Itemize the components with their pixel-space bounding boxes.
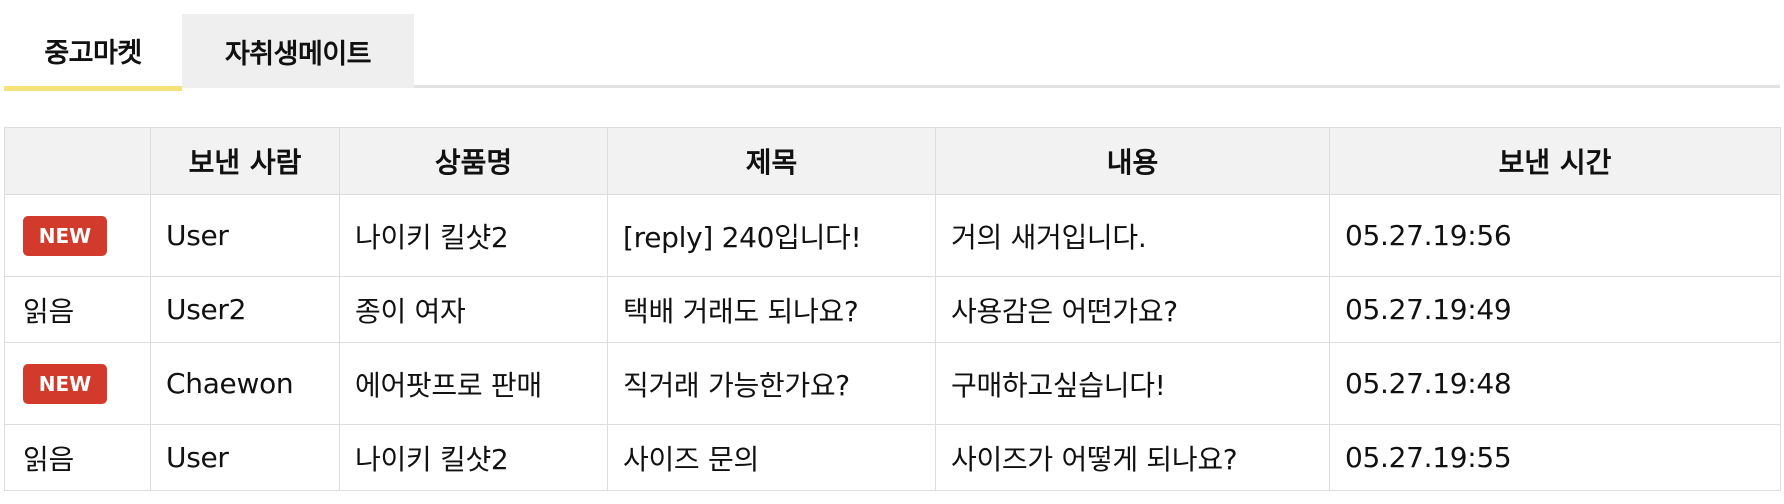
time-cell: 05.27.19:56 [1329,194,1781,277]
content-cell: 거의 새거입니다. [935,194,1330,277]
product-cell: 종이 여자 [339,276,608,343]
tab-bar: 중고마켓 자취생메이트 [4,14,1780,91]
tab-roommate[interactable]: 자취생메이트 [182,14,414,88]
read-status: 읽음 [23,442,74,476]
status-cell: 읽음 [4,424,151,491]
title-cell[interactable]: 직거래 가능한가요? [607,342,936,425]
column-header-product: 상품명 [339,127,608,195]
status-cell: NEW [4,342,151,425]
column-header-status [4,127,151,195]
column-header-time: 보낸 시간 [1329,127,1781,195]
table-row[interactable]: NEW Chaewon 에어팟프로 판매 직거래 가능한가요? 구매하고싶습니다… [4,342,1781,425]
product-cell: 나이키 킬샷2 [339,194,608,277]
sender-cell: User [150,424,340,491]
column-header-content: 내용 [935,127,1330,195]
title-cell[interactable]: 택배 거래도 되나요? [607,276,936,343]
title-cell[interactable]: 사이즈 문의 [607,424,936,491]
content-cell: 사용감은 어떤가요? [935,276,1330,343]
time-cell: 05.27.19:55 [1329,424,1781,491]
sender-cell: Chaewon [150,342,340,425]
title-cell[interactable]: [reply] 240입니다! [607,194,936,277]
read-status: 읽음 [23,294,74,328]
status-cell: NEW [4,194,151,277]
new-badge: NEW [23,215,107,256]
message-table: 보낸 사람 상품명 제목 내용 보낸 시간 NEW User 나이키 킬샷2 [… [4,127,1781,491]
column-header-sender: 보낸 사람 [150,127,340,195]
product-cell: 에어팟프로 판매 [339,342,608,425]
sender-cell: User [150,194,340,277]
table-row[interactable]: NEW User 나이키 킬샷2 [reply] 240입니다! 거의 새거입니… [4,194,1781,277]
time-cell: 05.27.19:48 [1329,342,1781,425]
product-cell: 나이키 킬샷2 [339,424,608,491]
table-row[interactable]: 읽음 User2 종이 여자 택배 거래도 되나요? 사용감은 어떤가요? 05… [4,276,1781,343]
table-header-row: 보낸 사람 상품명 제목 내용 보낸 시간 [4,127,1781,195]
new-badge: NEW [23,363,107,404]
content-cell: 구매하고싶습니다! [935,342,1330,425]
column-header-title: 제목 [607,127,936,195]
table-row[interactable]: 읽음 User 나이키 킬샷2 사이즈 문의 사이즈가 어떻게 되나요? 05.… [4,424,1781,491]
tab-used-market[interactable]: 중고마켓 [4,14,182,91]
content-cell: 사이즈가 어떻게 되나요? [935,424,1330,491]
time-cell: 05.27.19:49 [1329,276,1781,343]
sender-cell: User2 [150,276,340,343]
status-cell: 읽음 [4,276,151,343]
